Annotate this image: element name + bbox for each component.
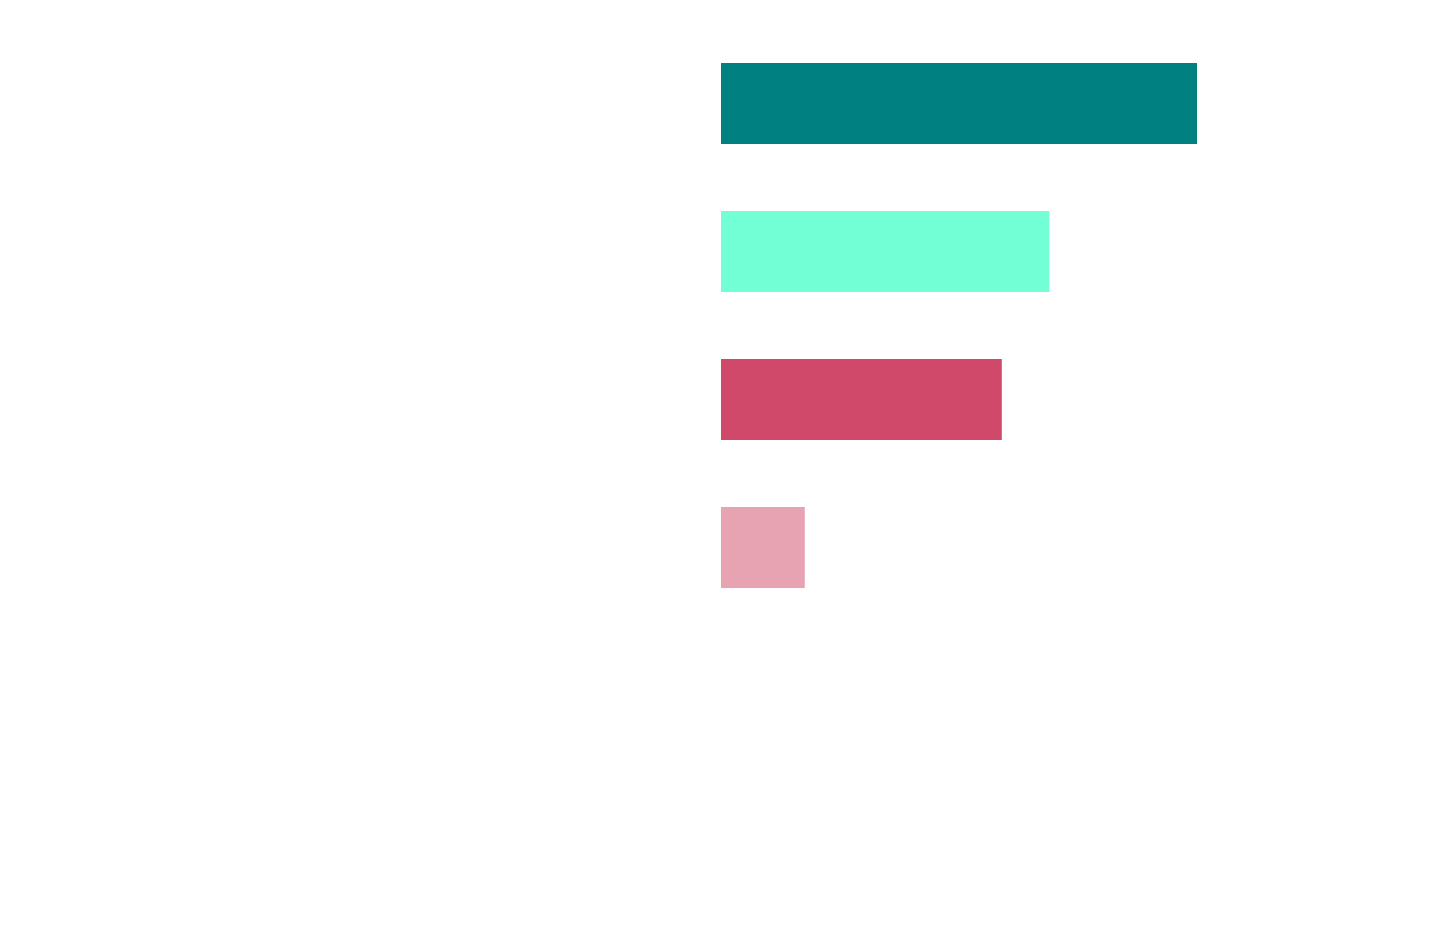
bar-1 [721, 63, 1197, 144]
bar-3 [721, 359, 1002, 440]
bars-group [721, 63, 1197, 588]
bar-2 [721, 211, 1050, 292]
bar-4 [721, 507, 805, 588]
